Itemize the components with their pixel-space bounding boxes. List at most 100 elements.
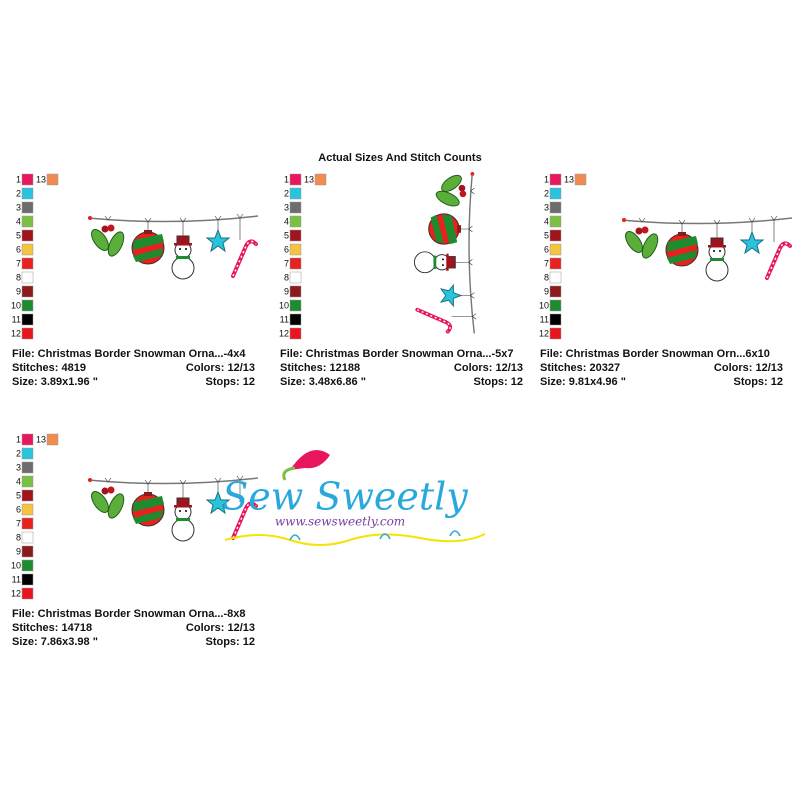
color-swatch <box>21 173 34 186</box>
file-name: File: Christmas Border Snowman Orn...6x1… <box>540 348 770 360</box>
color-number: 12 <box>11 588 21 598</box>
color-swatch <box>289 299 302 312</box>
color-number: 8 <box>284 272 289 282</box>
color-swatch <box>21 299 34 312</box>
color-swatch <box>21 475 34 488</box>
color-swatch <box>549 299 562 312</box>
color-swatch <box>289 313 302 326</box>
color-swatch <box>21 503 34 516</box>
color-swatch <box>289 229 302 242</box>
color-number: 3 <box>544 202 549 212</box>
color-number: 13 <box>36 174 46 184</box>
color-number: 5 <box>16 490 21 500</box>
stitches: Stitches: 14718 <box>12 622 92 634</box>
color-number: 7 <box>16 518 21 528</box>
file-name: File: Christmas Border Snowman Orna...-5… <box>280 348 514 360</box>
color-number: 11 <box>540 314 549 324</box>
color-swatch <box>289 257 302 270</box>
color-swatch <box>549 271 562 284</box>
stops: Stops: 12 <box>473 376 523 388</box>
color-swatch <box>21 531 34 544</box>
color-number: 6 <box>284 244 289 254</box>
stops: Stops: 12 <box>733 376 783 388</box>
color-swatch <box>21 201 34 214</box>
color-swatch <box>549 327 562 340</box>
size: Size: 3.89x1.96 " <box>12 376 98 388</box>
color-number: 6 <box>544 244 549 254</box>
color-number: 12 <box>11 328 21 338</box>
color-number: 4 <box>16 476 21 486</box>
color-swatch <box>289 215 302 228</box>
color-number: 12 <box>539 328 549 338</box>
color-swatch <box>21 517 34 530</box>
color-swatch <box>21 257 34 270</box>
color-swatch <box>289 173 302 186</box>
design-preview <box>88 214 258 279</box>
color-number: 6 <box>16 244 21 254</box>
color-number: 2 <box>544 188 549 198</box>
color-swatch <box>574 173 587 186</box>
color-swatch <box>21 229 34 242</box>
color-number: 11 <box>12 314 21 324</box>
color-swatch <box>549 243 562 256</box>
color-swatch <box>21 489 34 502</box>
color-swatch <box>289 243 302 256</box>
size: Size: 9.81x4.96 " <box>540 376 626 388</box>
color-number: 9 <box>16 286 21 296</box>
color-number: 12 <box>279 328 289 338</box>
color-number: 13 <box>36 434 46 444</box>
color-swatch <box>314 173 327 186</box>
color-number: 1 <box>284 174 289 184</box>
color-swatch <box>21 587 34 600</box>
color-swatch <box>21 327 34 340</box>
color-swatch <box>549 257 562 270</box>
color-number: 2 <box>284 188 289 198</box>
color-number: 1 <box>16 174 21 184</box>
color-swatch <box>46 433 59 446</box>
color-number: 11 <box>280 314 289 324</box>
color-number: 2 <box>16 448 21 458</box>
color-swatch <box>21 461 34 474</box>
color-number: 10 <box>11 300 21 310</box>
colors: Colors: 12/13 <box>186 362 255 374</box>
color-swatch <box>21 545 34 558</box>
color-number: 10 <box>539 300 549 310</box>
colors: Colors: 12/13 <box>714 362 783 374</box>
stitches: Stitches: 20327 <box>540 362 620 374</box>
colors: Colors: 12/13 <box>186 622 255 634</box>
color-swatch <box>289 271 302 284</box>
stops: Stops: 12 <box>205 636 255 648</box>
color-number: 1 <box>544 174 549 184</box>
color-swatch <box>21 285 34 298</box>
color-swatch <box>549 215 562 228</box>
color-number: 4 <box>544 216 549 226</box>
color-swatch <box>549 285 562 298</box>
color-number: 13 <box>564 174 574 184</box>
color-number: 8 <box>16 272 21 282</box>
color-number: 5 <box>16 230 21 240</box>
color-number: 7 <box>16 258 21 268</box>
colors: Colors: 12/13 <box>454 362 523 374</box>
color-number: 5 <box>284 230 289 240</box>
color-swatch <box>21 313 34 326</box>
color-number: 11 <box>12 574 21 584</box>
design-preview <box>414 172 476 334</box>
color-number: 4 <box>16 216 21 226</box>
color-number: 8 <box>16 532 21 542</box>
color-swatch <box>21 433 34 446</box>
color-number: 9 <box>284 286 289 296</box>
size: Size: 3.48x6.86 " <box>280 376 366 388</box>
color-number: 8 <box>544 272 549 282</box>
color-swatch <box>21 243 34 256</box>
color-number: 5 <box>544 230 549 240</box>
color-number: 3 <box>284 202 289 212</box>
color-number: 3 <box>16 462 21 472</box>
color-number: 7 <box>284 258 289 268</box>
color-swatch <box>549 313 562 326</box>
file-name: File: Christmas Border Snowman Orna...-4… <box>12 348 246 360</box>
logo-url: www.sewsweetly.com <box>275 515 405 529</box>
stitches: Stitches: 4819 <box>12 362 86 374</box>
color-swatch <box>289 285 302 298</box>
